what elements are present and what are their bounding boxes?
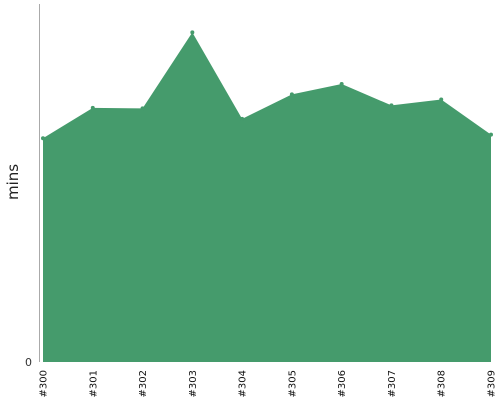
data-point [140, 106, 145, 111]
x-axis-ticks: #300 #301 #302 #303 #304 #305 #306 #307 #308 #309 [39, 370, 498, 397]
data-point [240, 116, 245, 121]
y-tick-label: 0 [25, 356, 32, 369]
x-tick-label: #301 [88, 370, 99, 397]
data-point [489, 132, 493, 137]
area-series [43, 32, 491, 363]
x-tick-label: #306 [337, 370, 348, 397]
data-point [339, 81, 344, 86]
x-tick-label: #302 [138, 370, 149, 397]
data-point [90, 105, 95, 110]
x-tick-label: #300 [39, 370, 50, 397]
data-point [41, 136, 45, 141]
x-tick-label: #305 [287, 370, 298, 397]
x-tick-label: #309 [487, 370, 498, 397]
data-point [389, 103, 394, 108]
x-tick-label: #308 [437, 370, 448, 397]
x-tick-label: #303 [188, 370, 199, 397]
area-layer [41, 30, 493, 363]
data-point [289, 92, 294, 97]
x-tick-label: #307 [387, 370, 398, 397]
y-axis-title: mins [4, 164, 22, 200]
data-point [439, 97, 444, 102]
data-point [190, 30, 195, 35]
x-tick-label: #304 [238, 370, 249, 397]
